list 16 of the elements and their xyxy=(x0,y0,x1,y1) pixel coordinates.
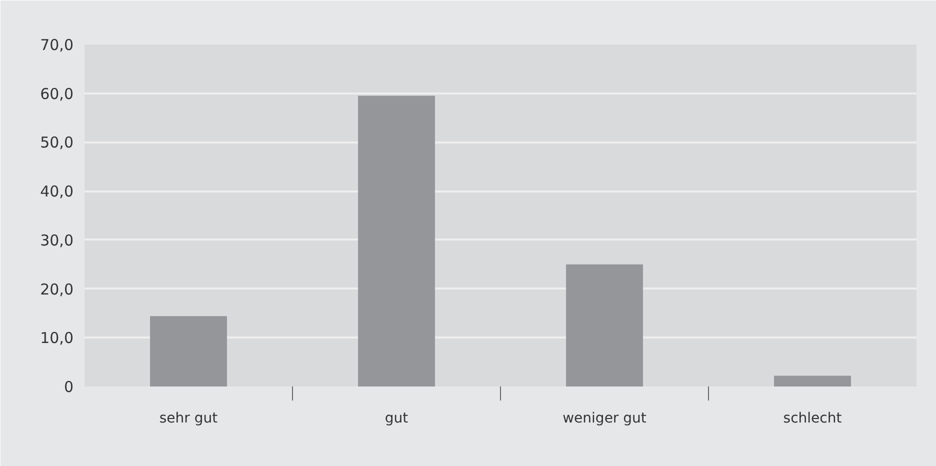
x-tick-label: schlecht xyxy=(783,410,842,426)
bar xyxy=(774,376,851,386)
y-tick-label: 20,0 xyxy=(40,280,74,298)
bar xyxy=(150,316,227,386)
y-tick-label: 30,0 xyxy=(40,231,74,250)
x-tick-label: gut xyxy=(384,410,409,426)
y-tick-label: 10,0 xyxy=(40,329,74,348)
bar xyxy=(566,264,643,386)
y-tick-label: 70,0 xyxy=(40,36,74,54)
y-tick-label: 60,0 xyxy=(40,84,74,103)
x-tick-label: sehr gut xyxy=(159,410,218,426)
y-tick-label: 0 xyxy=(64,378,74,396)
y-tick-label: 40,0 xyxy=(40,182,74,201)
y-tick-label: 50,0 xyxy=(40,134,74,152)
bar xyxy=(358,96,435,386)
x-tick-label: weniger gut xyxy=(562,410,647,426)
